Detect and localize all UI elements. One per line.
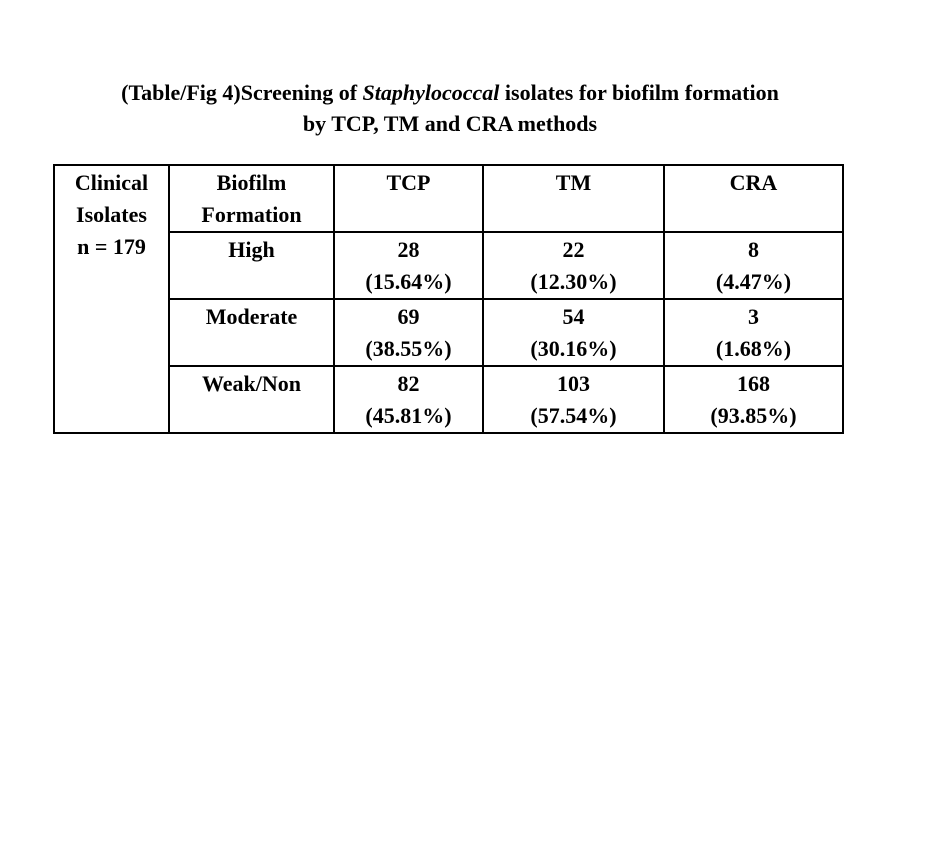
cell-weak-non-tm: 103 (57.54%)	[482, 365, 665, 434]
column-header-tcp: TCP	[333, 164, 484, 233]
cell-weak-non-tcp-count: 82	[397, 371, 420, 396]
cell-moderate-cra: 3 (1.68%)	[663, 298, 844, 367]
figure-title-part1: (Table/Fig 4)Screening of	[121, 80, 363, 105]
cell-moderate-tm: 54 (30.16%)	[482, 298, 665, 367]
cell-moderate-tcp-count: 69	[397, 304, 420, 329]
cell-weak-non-tcp-percent: (45.81%)	[365, 403, 452, 428]
figure-title-line2: by TCP, TM and CRA methods	[302, 111, 598, 136]
column-header-cra: CRA	[663, 164, 844, 233]
clinical-isolates-line2: Isolates	[76, 202, 147, 227]
cell-high-tm: 22 (12.30%)	[482, 231, 665, 300]
row-label-moderate: Moderate	[168, 298, 335, 367]
row-label-high: High	[168, 231, 335, 300]
clinical-isolates-line3: n = 179	[77, 234, 146, 259]
figure-title-part2: isolates for biofilm formation	[499, 80, 779, 105]
figure-title-line1: (Table/Fig 4)Screening of Staphylococcal…	[0, 77, 900, 108]
table-header-row: Clinical Isolates n = 179 Biofilm Format…	[53, 164, 844, 434]
cell-weak-non-cra-percent: (93.85%)	[710, 403, 797, 428]
cell-high-cra-percent: (4.47%)	[715, 269, 792, 294]
biofilm-screening-table: Clinical Isolates n = 179 Biofilm Format…	[53, 164, 844, 434]
cell-moderate-cra-percent: (1.68%)	[715, 336, 792, 361]
cell-high-tcp-percent: (15.64%)	[365, 269, 452, 294]
cell-high-tcp-count: 28	[397, 237, 420, 262]
table-row-weak-non: Weak/Non 82 (45.81%) 103 (57.54%) 168 (9…	[54, 365, 844, 434]
table-row-moderate: Moderate 69 (38.55%) 54 (30.16%) 3 (1.68…	[54, 298, 844, 367]
cell-weak-non-cra: 168 (93.85%)	[663, 365, 844, 434]
cell-moderate-cra-count: 3	[748, 304, 759, 329]
cell-weak-non-tm-count: 103	[557, 371, 590, 396]
cell-weak-non-tm-percent: (57.54%)	[530, 403, 617, 428]
figure-title: (Table/Fig 4)Screening of Staphylococcal…	[0, 77, 900, 139]
cell-high-tm-count: 22	[562, 237, 585, 262]
column-header-tm: TM	[482, 164, 665, 233]
cell-high-tcp: 28 (15.64%)	[333, 231, 484, 300]
cell-high-cra: 8 (4.47%)	[663, 231, 844, 300]
cell-weak-non-cra-count: 168	[737, 371, 770, 396]
cell-moderate-tm-percent: (30.16%)	[530, 336, 617, 361]
figure-title-italic-term: Staphylococcal	[362, 80, 500, 105]
cell-moderate-tcp: 69 (38.55%)	[333, 298, 484, 367]
cell-moderate-tcp-percent: (38.55%)	[365, 336, 452, 361]
column-header-biofilm-formation: Biofilm Formation	[168, 164, 335, 233]
cell-high-tm-percent: (12.30%)	[530, 269, 617, 294]
clinical-isolates-line1: Clinical	[74, 170, 149, 195]
table-row-high: High 28 (15.64%) 22 (12.30%) 8 (4.47%)	[54, 231, 844, 300]
cell-weak-non-tcp: 82 (45.81%)	[333, 365, 484, 434]
cell-high-cra-count: 8	[748, 237, 759, 262]
row-label-weak-non: Weak/Non	[168, 365, 335, 434]
cell-moderate-tm-count: 54	[562, 304, 585, 329]
clinical-isolates-cell: Clinical Isolates n = 179	[53, 164, 170, 434]
